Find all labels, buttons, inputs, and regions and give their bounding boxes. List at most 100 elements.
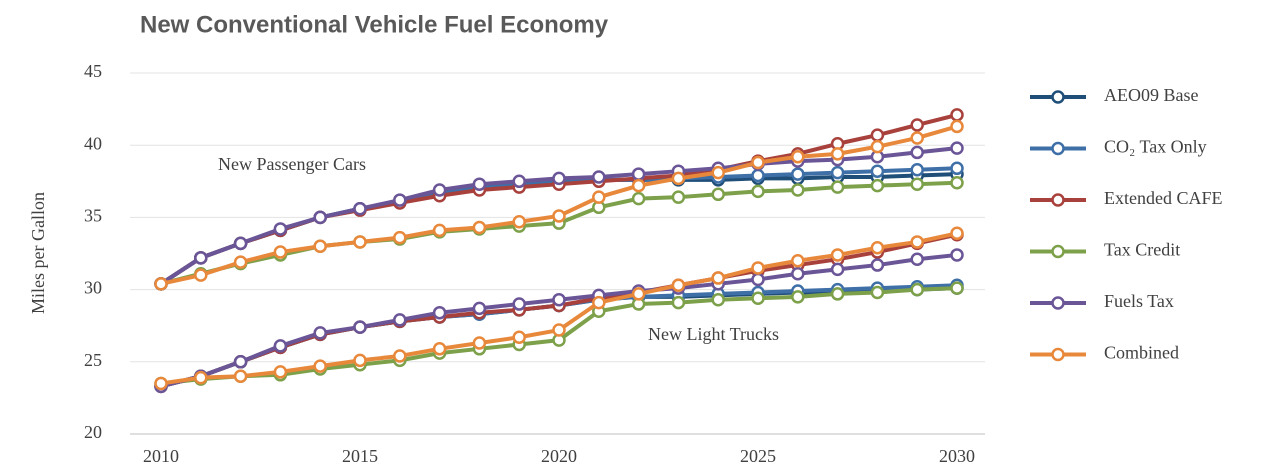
data-point xyxy=(313,326,327,340)
x-tick-label: 2030 xyxy=(939,446,975,466)
data-point xyxy=(233,369,248,383)
data-point xyxy=(791,253,805,268)
data-point xyxy=(592,190,606,204)
legend-label: AEO09 Base xyxy=(1104,85,1198,105)
data-point xyxy=(233,255,248,269)
data-point xyxy=(671,171,686,186)
data-point xyxy=(910,282,924,297)
data-point xyxy=(870,128,885,142)
data-point xyxy=(353,320,367,334)
y-tick-label: 30 xyxy=(84,278,102,298)
data-point xyxy=(791,167,805,181)
group-label: New Passenger Cars xyxy=(218,154,366,174)
data-point xyxy=(592,295,606,310)
data-point xyxy=(711,292,725,307)
data-point xyxy=(154,277,168,291)
data-point xyxy=(791,290,805,304)
data-point xyxy=(313,210,327,225)
data-point xyxy=(910,131,924,145)
data-point xyxy=(592,170,606,184)
data-point xyxy=(870,258,885,272)
data-point xyxy=(950,281,964,295)
data-point xyxy=(671,278,686,293)
data-point xyxy=(870,178,885,193)
data-point xyxy=(711,165,725,180)
data-point xyxy=(950,248,964,262)
data-point xyxy=(194,251,208,265)
data-point xyxy=(393,313,407,327)
y-tick-label: 25 xyxy=(84,350,102,370)
data-point xyxy=(472,177,487,191)
legend-label: CO₂ Tax Only xyxy=(1104,137,1207,157)
legend-label: Combined xyxy=(1104,343,1179,363)
data-point xyxy=(910,118,924,132)
data-point xyxy=(393,349,407,363)
data-point xyxy=(432,223,447,238)
legend-label: Extended CAFE xyxy=(1104,188,1223,208)
data-point xyxy=(711,271,725,285)
data-point xyxy=(512,214,526,229)
data-point xyxy=(791,183,805,197)
data-point xyxy=(273,339,288,353)
data-point xyxy=(631,191,646,206)
data-point xyxy=(552,171,566,186)
data-point xyxy=(830,180,845,194)
data-point xyxy=(751,184,765,199)
data-point xyxy=(830,165,845,180)
data-point xyxy=(751,261,765,275)
data-point xyxy=(751,168,765,183)
data-point xyxy=(393,193,407,207)
data-point xyxy=(512,330,526,345)
data-point xyxy=(273,245,288,259)
data-point xyxy=(791,266,805,281)
data-point xyxy=(910,162,924,177)
data-point xyxy=(194,370,208,385)
data-point xyxy=(472,301,487,316)
data-point xyxy=(353,201,367,216)
data-point xyxy=(830,287,845,301)
data-point xyxy=(472,336,487,350)
data-point xyxy=(791,150,805,164)
data-point xyxy=(194,268,208,282)
y-tick-label: 45 xyxy=(84,61,102,81)
data-point xyxy=(751,155,765,170)
legend-marker xyxy=(1051,193,1065,207)
x-tick-label: 2020 xyxy=(541,446,577,466)
data-point xyxy=(273,222,288,236)
data-point xyxy=(950,119,964,134)
data-point xyxy=(830,262,845,277)
data-point xyxy=(751,291,765,306)
y-tick-label: 35 xyxy=(84,206,102,226)
data-point xyxy=(950,161,964,176)
data-point xyxy=(552,323,566,337)
data-point xyxy=(552,292,566,307)
data-point xyxy=(950,175,964,190)
data-point xyxy=(233,355,248,369)
data-point xyxy=(870,240,885,255)
data-point xyxy=(432,183,447,197)
data-point xyxy=(313,239,327,254)
data-point xyxy=(950,108,964,122)
data-point xyxy=(910,177,924,191)
x-tick-label: 2025 xyxy=(740,446,776,466)
y-axis-label: Miles per Gallon xyxy=(28,192,48,314)
data-point xyxy=(910,235,924,249)
data-point xyxy=(830,147,845,161)
data-point xyxy=(671,190,686,204)
data-point xyxy=(631,167,646,181)
legend-marker xyxy=(1051,347,1065,362)
data-point xyxy=(233,236,248,251)
data-point xyxy=(472,220,487,235)
chart-title: New Conventional Vehicle Fuel Economy xyxy=(140,11,609,38)
legend-marker xyxy=(1051,90,1065,104)
group-label: New Light Trucks xyxy=(648,324,779,344)
data-point xyxy=(353,235,367,249)
data-point xyxy=(870,139,885,154)
data-point xyxy=(552,209,566,223)
data-point xyxy=(631,287,646,301)
legend-label: Tax Credit xyxy=(1104,240,1180,260)
y-tick-label: 20 xyxy=(84,422,102,442)
y-tick-label: 40 xyxy=(84,133,102,153)
data-point xyxy=(751,272,765,287)
